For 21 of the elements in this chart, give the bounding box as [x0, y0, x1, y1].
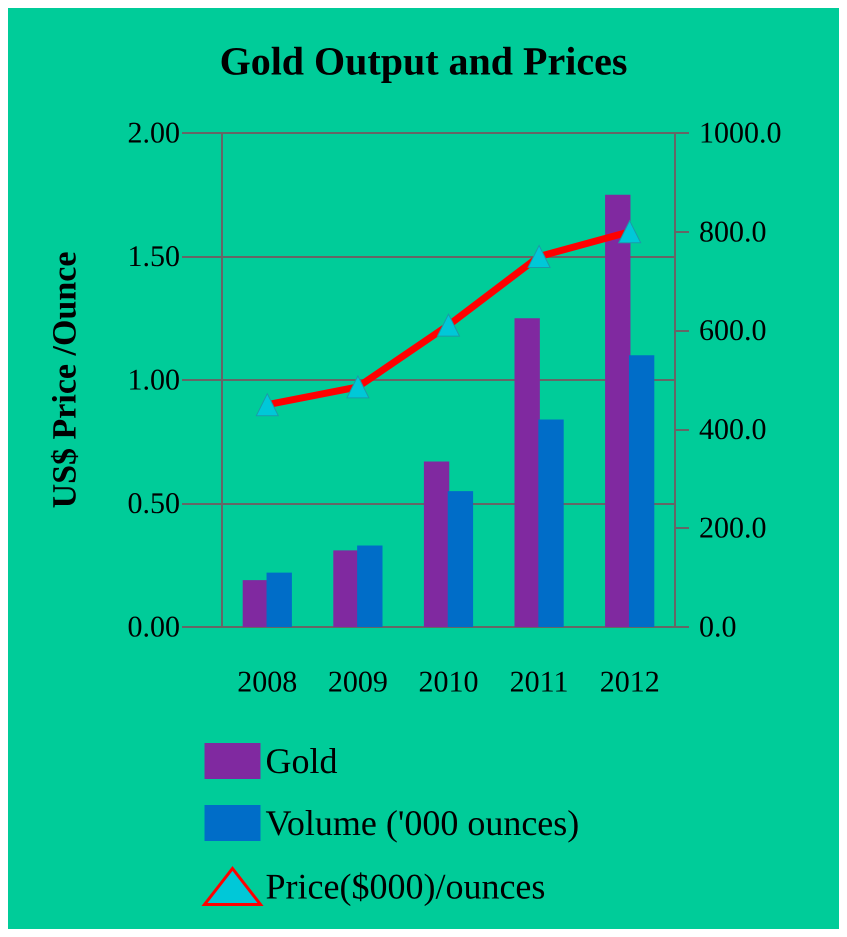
y-tick-label: 0.50 [128, 487, 180, 520]
chart-title: Gold Output and Prices [220, 38, 628, 84]
y-axis-title: US$ Price /Ounce [46, 252, 84, 508]
x-tick-label: 2011 [510, 666, 569, 698]
x-tick-label: 2010 [418, 666, 478, 698]
y2-tick-label: 400.0 [699, 412, 766, 446]
legend-label: Volume ('000 ounces) [266, 803, 580, 843]
x-tick-label: 2008 [237, 666, 298, 698]
x-tick-label: 2012 [600, 666, 660, 698]
y2-tick-label: 1000.0 [699, 116, 782, 150]
y-tick-label: 0.00 [128, 610, 180, 644]
y-tick-label: 2.00 [128, 116, 180, 150]
y2-tick-label: 600.0 [699, 314, 766, 348]
y2-tick-label: 200.0 [699, 512, 766, 545]
y2-tick-label: 800.0 [699, 215, 766, 248]
y-tick-label: 1.00 [128, 364, 180, 396]
legend-label: Gold [266, 741, 338, 781]
x-tick-label: 2009 [328, 666, 388, 698]
legend-label: Price($000)/ounces [266, 866, 546, 906]
y-tick-label: 1.50 [128, 240, 180, 273]
y2-tick-label: 0.0 [699, 610, 736, 644]
